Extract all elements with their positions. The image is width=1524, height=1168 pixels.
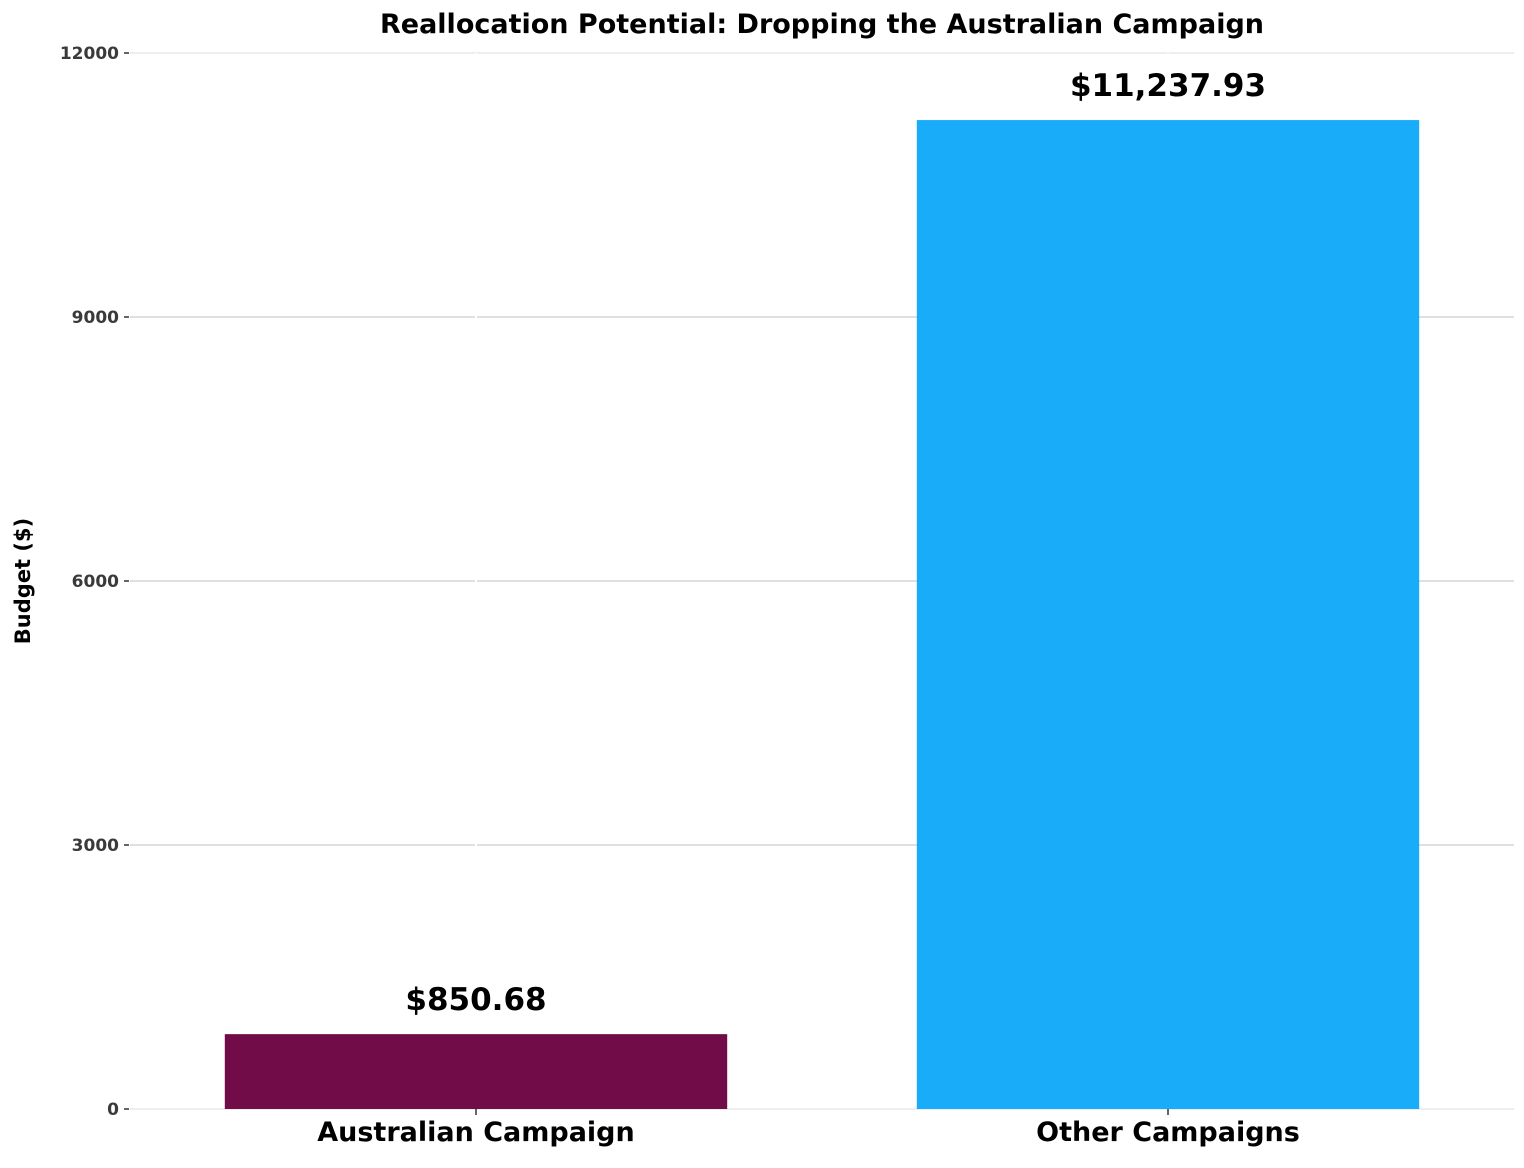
y-tick-label: 6000 xyxy=(72,572,119,592)
bar-data-label: $11,237.93 xyxy=(1070,68,1266,104)
y-tick-label: 12000 xyxy=(60,44,119,64)
y-tick-label: 9000 xyxy=(72,308,119,328)
x-tick-label: Other Campaigns xyxy=(1036,1117,1300,1148)
y-axis-label: Budget ($) xyxy=(11,518,35,644)
y-axis: 0 3000 6000 9000 12000 xyxy=(60,44,129,1120)
bar xyxy=(916,120,1420,1110)
bars xyxy=(224,120,1420,1110)
chart-title: Reallocation Potential: Dropping the Aus… xyxy=(380,9,1264,40)
x-tick-label: Australian Campaign xyxy=(317,1117,635,1148)
bar xyxy=(224,1034,728,1109)
x-axis: Australian Campaign Other Campaigns xyxy=(317,1109,1300,1148)
data-labels: $850.68 $11,237.93 xyxy=(405,68,1266,1018)
y-tick-label: 0 xyxy=(107,1100,119,1120)
bar-data-label: $850.68 xyxy=(405,982,546,1018)
y-tick-label: 3000 xyxy=(72,836,119,856)
